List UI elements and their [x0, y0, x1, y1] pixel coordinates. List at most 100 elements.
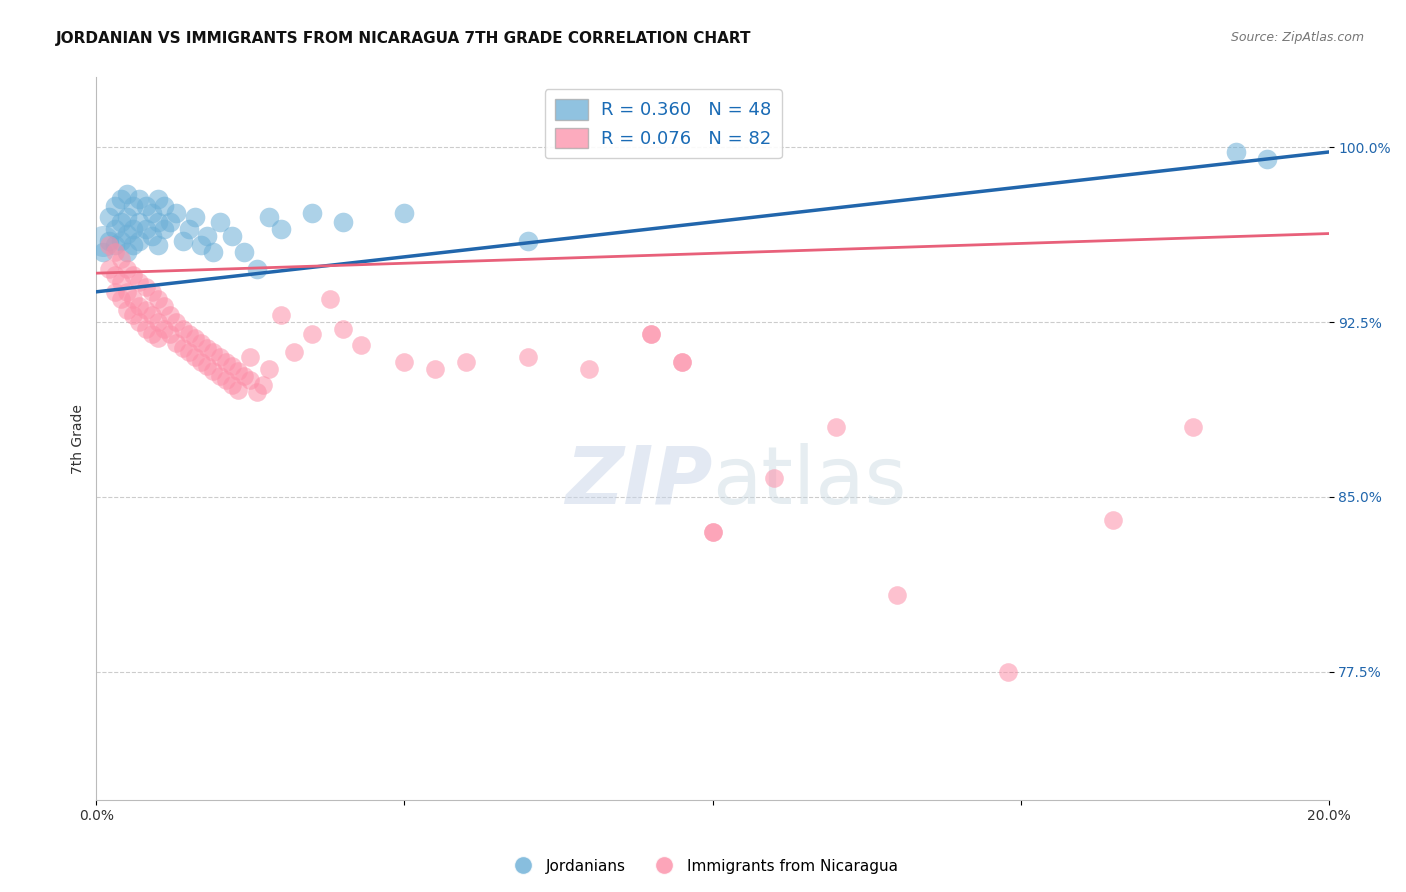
Point: [115, 245, 138, 260]
Point: [221, 228, 243, 243]
Point: [319, 292, 342, 306]
Point: [122, 308, 145, 322]
Point: [332, 215, 354, 229]
Point: [146, 192, 169, 206]
Point: [245, 261, 267, 276]
Point: [208, 368, 231, 383]
Point: [202, 345, 225, 359]
Point: [190, 336, 212, 351]
Point: [110, 192, 132, 206]
Point: [1102, 513, 1125, 527]
Point: [146, 238, 169, 252]
Point: [115, 211, 138, 225]
Point: [122, 222, 145, 236]
Point: [115, 303, 138, 318]
Point: [128, 234, 150, 248]
Point: [141, 308, 163, 322]
Point: [104, 222, 127, 236]
Point: [1225, 145, 1247, 159]
Point: [301, 205, 323, 219]
Point: [640, 326, 662, 341]
Point: [257, 361, 280, 376]
Point: [824, 420, 846, 434]
Text: JORDANIAN VS IMMIGRANTS FROM NICARAGUA 7TH GRADE CORRELATION CHART: JORDANIAN VS IMMIGRANTS FROM NICARAGUA 7…: [56, 31, 752, 46]
Point: [195, 228, 218, 243]
Point: [257, 211, 280, 225]
Point: [226, 364, 249, 378]
Point: [104, 198, 127, 212]
Point: [159, 215, 181, 229]
Point: [516, 350, 538, 364]
Point: [141, 205, 163, 219]
Point: [233, 368, 256, 383]
Point: [104, 268, 127, 283]
Point: [115, 227, 138, 241]
Point: [122, 238, 145, 252]
Point: [270, 308, 292, 322]
Text: ZIP: ZIP: [565, 443, 713, 521]
Point: [221, 359, 243, 374]
Point: [91, 245, 114, 260]
Point: [226, 383, 249, 397]
Point: [104, 285, 127, 299]
Point: [763, 471, 786, 485]
Point: [184, 350, 207, 364]
Point: [221, 378, 243, 392]
Point: [350, 338, 373, 352]
Y-axis label: 7th Grade: 7th Grade: [72, 404, 86, 474]
Point: [283, 345, 305, 359]
Point: [146, 292, 169, 306]
Point: [239, 373, 262, 387]
Point: [135, 198, 157, 212]
Point: [159, 326, 181, 341]
Point: [115, 261, 138, 276]
Point: [394, 205, 416, 219]
Point: [454, 355, 477, 369]
Point: [1256, 152, 1278, 166]
Point: [886, 588, 908, 602]
Point: [141, 326, 163, 341]
Point: [115, 186, 138, 201]
Point: [215, 373, 238, 387]
Point: [177, 345, 200, 359]
Point: [153, 299, 176, 313]
Point: [122, 198, 145, 212]
Point: [110, 234, 132, 248]
Point: [97, 211, 120, 225]
Point: [172, 234, 194, 248]
Point: [270, 222, 292, 236]
Point: [425, 361, 447, 376]
Point: [97, 238, 120, 252]
Point: [104, 238, 127, 252]
Point: [128, 315, 150, 329]
Point: [184, 331, 207, 345]
Point: [165, 336, 187, 351]
Point: [332, 322, 354, 336]
Point: [110, 276, 132, 290]
Point: [190, 355, 212, 369]
Point: [202, 364, 225, 378]
Point: [578, 361, 600, 376]
Point: [394, 355, 416, 369]
Point: [141, 285, 163, 299]
Point: [159, 308, 181, 322]
Point: [671, 355, 693, 369]
Point: [252, 378, 274, 392]
Point: [195, 359, 218, 374]
Point: [128, 192, 150, 206]
Point: [135, 303, 157, 318]
Point: [165, 205, 187, 219]
Point: [165, 315, 187, 329]
Point: [128, 276, 150, 290]
Point: [146, 215, 169, 229]
Point: [122, 268, 145, 283]
Point: [516, 234, 538, 248]
Point: [245, 384, 267, 399]
Point: [208, 215, 231, 229]
Point: [128, 215, 150, 229]
Point: [110, 215, 132, 229]
Point: [640, 326, 662, 341]
Point: [215, 355, 238, 369]
Point: [104, 245, 127, 260]
Point: [177, 326, 200, 341]
